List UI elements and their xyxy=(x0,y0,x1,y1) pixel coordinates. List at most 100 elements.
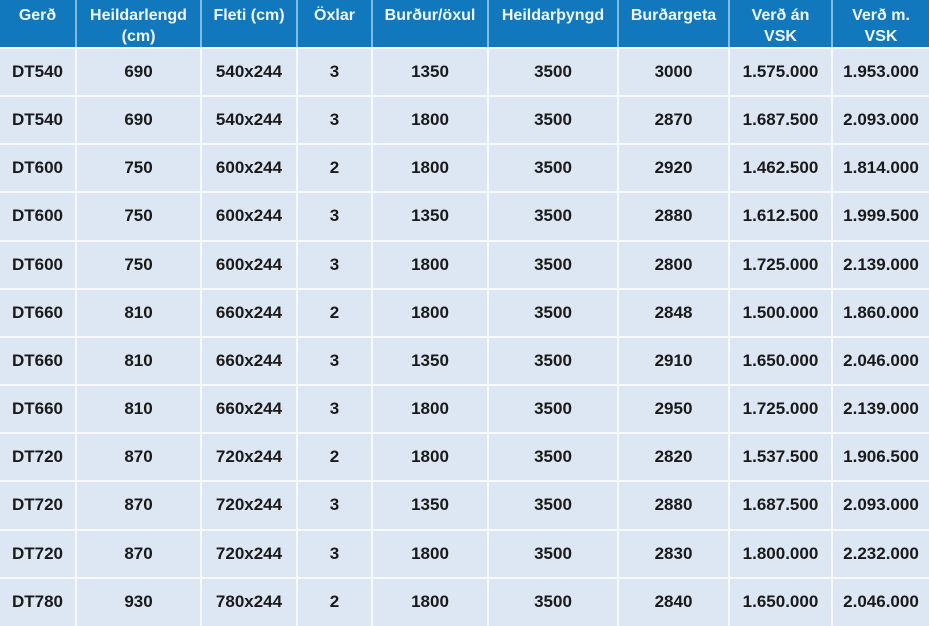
table-cell: 720x244 xyxy=(201,433,298,483)
table-cell: 1350 xyxy=(372,481,489,531)
table-cell: 2880 xyxy=(618,192,730,242)
table-cell: 3 xyxy=(297,192,373,242)
table-cell: 660x244 xyxy=(201,385,298,435)
table-cell: 1350 xyxy=(372,336,489,387)
table-cell: 2830 xyxy=(618,529,730,579)
table-cell: 1.462.500 xyxy=(729,144,833,194)
table-row: DT720 870 720x244 2 1800 3500 2820 1.537.500 1.9… xyxy=(0,433,929,483)
table-row: DT660 810 660x244 3 1350 3500 2910 1.650.000 2.0… xyxy=(0,336,929,387)
table-cell: 1.953.000 xyxy=(832,48,929,98)
table-cell: 1.725.000 xyxy=(729,385,833,435)
table-cell: 3500 xyxy=(488,96,619,146)
table-body: DT540 690 540x244 3 1350 3500 3000 1.575.000 1.9… xyxy=(0,48,929,626)
table-cell: 660x244 xyxy=(201,336,298,387)
table-cell: 1.687.500 xyxy=(729,96,833,146)
table-cell: 2820 xyxy=(618,433,730,483)
table-cell: 3500 xyxy=(488,144,619,194)
table-cell: DT660 xyxy=(0,385,77,435)
table-cell: 1.800.000 xyxy=(729,529,833,579)
table-cell: 1.999.500 xyxy=(832,192,929,242)
table-cell: DT600 xyxy=(0,144,77,194)
table-cell: DT600 xyxy=(0,192,77,242)
table-cell: DT720 xyxy=(0,529,77,579)
table-cell: 690 xyxy=(76,96,202,146)
table-cell: 750 xyxy=(76,240,202,290)
column-header-2: Fleti (cm) xyxy=(201,0,298,49)
table-cell: 3 xyxy=(297,336,373,387)
table-cell: DT780 xyxy=(0,577,77,626)
table-cell: 3500 xyxy=(488,433,619,483)
table-cell: DT540 xyxy=(0,48,77,98)
table-row: DT660 810 660x244 2 1800 3500 2848 1.500.000 1.8… xyxy=(0,288,929,338)
table-cell: 3500 xyxy=(488,385,619,435)
table-cell: 3 xyxy=(297,529,373,579)
table-cell: DT660 xyxy=(0,288,77,338)
table-cell: 3 xyxy=(297,385,373,435)
table-cell: 3 xyxy=(297,481,373,531)
table-cell: 2 xyxy=(297,433,373,483)
table-cell: 3500 xyxy=(488,240,619,290)
table-cell: 1800 xyxy=(372,433,489,483)
table-row: DT660 810 660x244 3 1800 3500 2950 1.725.000 2.1… xyxy=(0,385,929,435)
table-cell: 1.575.000 xyxy=(729,48,833,98)
table-row: DT540 690 540x244 3 1350 3500 3000 1.575.000 1.9… xyxy=(0,48,929,98)
table-cell: 2950 xyxy=(618,385,730,435)
table-cell: 2.046.000 xyxy=(832,336,929,387)
table-cell: 2.232.000 xyxy=(832,529,929,579)
table-cell: 870 xyxy=(76,529,202,579)
table-cell: 870 xyxy=(76,481,202,531)
table-cell: 3500 xyxy=(488,336,619,387)
table-cell: 1.650.000 xyxy=(729,577,833,626)
table-cell: 3500 xyxy=(488,288,619,338)
table-cell: 780x244 xyxy=(201,577,298,626)
table-cell: 3500 xyxy=(488,529,619,579)
table-cell: 1.687.500 xyxy=(729,481,833,531)
table-cell: 600x244 xyxy=(201,240,298,290)
table-row: DT600 750 600x244 2 1800 3500 2920 1.462.500 1.8… xyxy=(0,144,929,194)
table-cell: DT660 xyxy=(0,336,77,387)
table-cell: 1.814.000 xyxy=(832,144,929,194)
table-cell: 930 xyxy=(76,577,202,626)
column-header-1: Heildarlengd (cm) xyxy=(76,0,202,49)
table-cell: 2.093.000 xyxy=(832,481,929,531)
table-cell: 540x244 xyxy=(201,48,298,98)
table-cell: 2840 xyxy=(618,577,730,626)
table-cell: 750 xyxy=(76,192,202,242)
table-row: DT600 750 600x244 3 1800 3500 2800 1.725.000 2.1… xyxy=(0,240,929,290)
column-header-3: Öxlar xyxy=(297,0,373,49)
column-header-4: Burður/öxul xyxy=(372,0,489,49)
table-header: Gerð Heildarlengd (cm) Fleti (cm) Öxlar Burð… xyxy=(0,0,929,49)
column-header-5: Heildarþyngd xyxy=(488,0,619,49)
table-row: DT600 750 600x244 3 1350 3500 2880 1.612.500 1.9… xyxy=(0,192,929,242)
table-cell: 1.500.000 xyxy=(729,288,833,338)
table-cell: 720x244 xyxy=(201,481,298,531)
table-cell: 810 xyxy=(76,288,202,338)
table-cell: 1.612.500 xyxy=(729,192,833,242)
table-cell: 3 xyxy=(297,48,373,98)
table-cell: 600x244 xyxy=(201,192,298,242)
table-cell: 3 xyxy=(297,96,373,146)
table-cell: 660x244 xyxy=(201,288,298,338)
table-cell: 870 xyxy=(76,433,202,483)
table-cell: 2.046.000 xyxy=(843,591,919,611)
table-cell: 2920 xyxy=(618,144,730,194)
table-cell: 1350 xyxy=(372,192,489,242)
column-header-7: Verð án VSK xyxy=(729,0,833,49)
table-cell: 2 xyxy=(297,577,373,626)
table-row: DT720 870 720x244 3 1800 3500 2830 1.800.000 2.2… xyxy=(0,529,929,579)
table-cell: DT720 xyxy=(0,433,77,483)
table-cell: 1800 xyxy=(372,96,489,146)
table-cell: DT720 xyxy=(0,481,77,531)
table-cell: 2.139.000 xyxy=(832,385,929,435)
header-row: Gerð Heildarlengd (cm) Fleti (cm) Öxlar Burð… xyxy=(0,0,929,49)
table-cell: 3500 xyxy=(488,48,619,98)
table-cell: DT540 xyxy=(0,96,77,146)
table-cell: 3500 xyxy=(488,577,619,626)
table-cell: 1800 xyxy=(372,288,489,338)
table-cell: 3500 xyxy=(488,481,619,531)
column-header-8: Verð m. VSK xyxy=(832,0,929,49)
table-cell: 2910 xyxy=(618,336,730,387)
table-cell: 600x244 xyxy=(201,144,298,194)
column-header-6: Burðargeta xyxy=(618,0,730,49)
